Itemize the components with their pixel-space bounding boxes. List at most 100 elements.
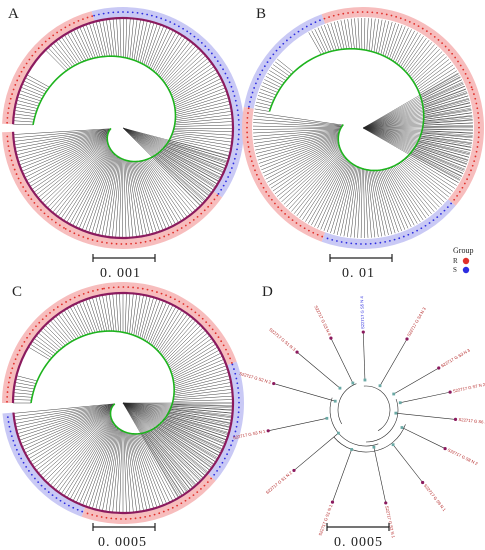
- tree-branch: [154, 31, 177, 72]
- tip-marker: [30, 473, 33, 476]
- tip-marker: [305, 25, 308, 28]
- tip-marker: [186, 305, 189, 308]
- tip-marker: [192, 494, 195, 497]
- tree-branch: [159, 424, 218, 460]
- tree-branch: [362, 98, 469, 129]
- tip-marker: [31, 329, 34, 331]
- tree-branch: [119, 430, 123, 513]
- tip-marker: [374, 242, 377, 245]
- tip-marker: [347, 12, 349, 14]
- tip-marker: [149, 239, 152, 242]
- tree-branch: [37, 140, 108, 198]
- tree-branch: [161, 318, 194, 356]
- internal-node: [400, 426, 404, 429]
- tip-marker: [132, 286, 135, 289]
- tree-branch: [119, 293, 121, 332]
- tree-branch: [253, 130, 340, 141]
- tip-marker: [122, 11, 124, 13]
- tree-branch: [122, 402, 201, 482]
- tree-branch: [262, 82, 280, 91]
- panel-c-letter: C: [12, 284, 22, 300]
- tip-marker: [125, 243, 128, 245]
- tree-branch: [411, 48, 440, 79]
- tip-marker: [158, 237, 161, 239]
- tree-branch: [152, 30, 174, 71]
- tree-branch: [122, 402, 202, 480]
- tree-branch: [151, 429, 204, 479]
- tree-branch: [72, 150, 112, 226]
- tree-branch: [14, 130, 110, 149]
- tip-marker: [214, 332, 217, 335]
- tree-branch: [73, 29, 89, 60]
- tree-branch: [119, 18, 122, 57]
- tree-branch: [23, 408, 112, 451]
- tree-branch: [423, 109, 472, 118]
- tree-branch: [82, 424, 115, 506]
- internal-node: [337, 431, 340, 435]
- tree-branch: [170, 408, 233, 418]
- tip-marker: [476, 146, 479, 148]
- tree-branch: [40, 141, 108, 201]
- tree-branch: [370, 170, 382, 237]
- tip-marker: [8, 102, 11, 105]
- tip-marker: [277, 206, 280, 209]
- tree-branch: [149, 158, 196, 211]
- internal-branch: [337, 383, 357, 425]
- tip-marker: [196, 491, 199, 494]
- tip-marker: [190, 308, 193, 311]
- tree-branch: [81, 152, 114, 231]
- tree-branch: [362, 86, 465, 129]
- tip-marker: [275, 49, 278, 52]
- tree-branch: [13, 403, 115, 414]
- tip-marker: [250, 96, 253, 99]
- tree-branch: [362, 105, 471, 129]
- tip-marker: [231, 439, 234, 442]
- tree-branch: [122, 402, 183, 496]
- tree-branch: [161, 149, 220, 182]
- tip-marker: [265, 190, 268, 193]
- tree-branch: [122, 402, 216, 463]
- tip-marker: [107, 286, 110, 289]
- leaf-marker: [448, 390, 452, 394]
- leaf-marker: [295, 350, 299, 354]
- tree-branch: [134, 161, 161, 232]
- tip-marker: [470, 169, 472, 172]
- tree-branch: [168, 332, 208, 366]
- tip-marker: [167, 233, 170, 236]
- tip-marker: [345, 241, 348, 244]
- tree-branch: [308, 32, 322, 55]
- panel-a-tree-branches: [13, 17, 234, 239]
- tree-branch: [127, 432, 141, 512]
- tip-marker: [319, 19, 321, 22]
- tip-marker: [6, 400, 8, 403]
- tree-branch: [416, 61, 452, 88]
- leaf-marker: [443, 446, 447, 451]
- tip-marker: [156, 291, 158, 293]
- tree-branch: [140, 433, 180, 498]
- tip-marker: [210, 52, 213, 55]
- tip-marker: [23, 340, 26, 343]
- panel-a-tree-backbone: [32, 55, 177, 163]
- tree-branch: [122, 402, 212, 469]
- tip-marker: [184, 224, 187, 227]
- tree-branch: [38, 413, 111, 474]
- leaf-branch: [401, 427, 446, 449]
- tree-branch: [253, 129, 341, 137]
- tree-branch: [408, 155, 457, 186]
- tree-branch: [422, 126, 473, 128]
- tip-marker: [163, 235, 166, 238]
- tree-branch: [85, 424, 116, 507]
- tip-marker: [425, 30, 428, 33]
- panel-b-letter: B: [256, 6, 266, 22]
- tree-branch: [159, 39, 189, 78]
- tree-branch: [418, 141, 470, 155]
- tip-marker: [230, 167, 233, 169]
- tip-marker: [316, 233, 319, 236]
- tip-marker: [63, 502, 66, 505]
- tree-branch: [421, 132, 473, 138]
- tree-branch: [165, 416, 228, 438]
- tip-marker: [77, 20, 80, 22]
- tree-branch: [55, 315, 75, 341]
- tree-branch: [122, 127, 226, 169]
- tree-branch: [171, 404, 233, 407]
